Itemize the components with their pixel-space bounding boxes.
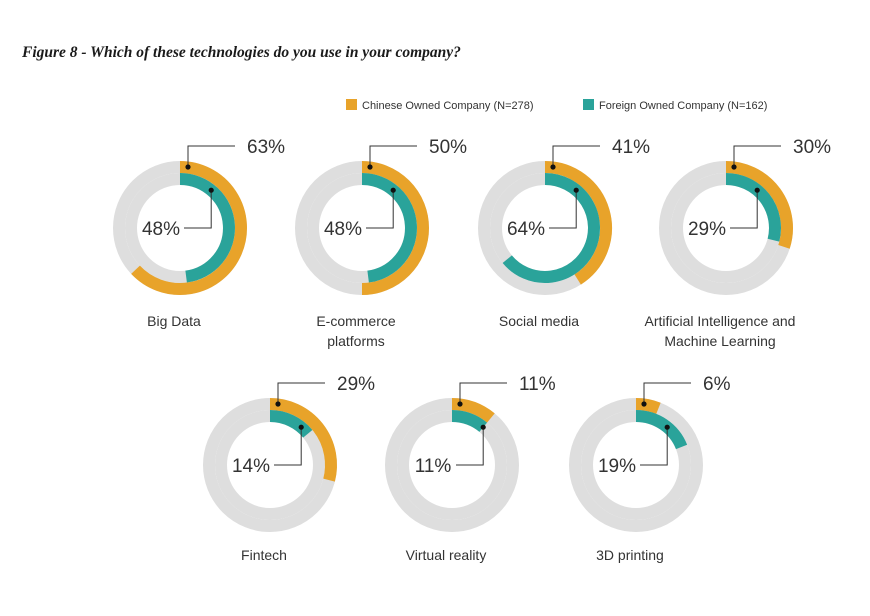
arc-chinese	[725, 161, 793, 249]
leader-chinese	[459, 382, 507, 404]
arc-foreign	[502, 173, 600, 283]
category-label: 3D printing	[596, 547, 664, 563]
leader-chinese	[552, 145, 600, 167]
category-label: Big Data	[147, 313, 201, 329]
dot-chinese	[275, 401, 281, 407]
leader-chinese	[733, 145, 781, 167]
leader-foreign	[549, 190, 577, 229]
category-label: Virtual reality	[406, 547, 487, 563]
arc-foreign	[451, 410, 488, 433]
category-label-line: Big Data	[147, 313, 201, 329]
leader-foreign	[730, 190, 758, 229]
category-label: Fintech	[241, 547, 287, 563]
arc-chinese	[635, 397, 661, 414]
value-label-chinese: 6%	[703, 374, 731, 395]
leader-foreign	[456, 427, 484, 466]
dot-foreign	[298, 424, 304, 430]
leader-foreign	[274, 427, 302, 466]
dot-chinese	[185, 164, 191, 170]
donut-0: 63% 48% Big Data	[113, 137, 285, 329]
category-label-line: Social media	[499, 313, 579, 329]
leader-chinese	[369, 145, 417, 167]
dot-foreign	[480, 424, 486, 430]
track-outer	[385, 398, 519, 532]
arc-foreign	[635, 410, 688, 450]
value-label-chinese: 50%	[429, 137, 467, 158]
value-label-foreign: 14%	[232, 456, 270, 477]
dot-foreign	[573, 187, 579, 193]
value-label-foreign: 48%	[324, 219, 362, 240]
value-label-foreign: 29%	[688, 219, 726, 240]
leader-foreign	[366, 190, 394, 229]
donut-1: 50% 48% E-commerce platforms	[295, 137, 467, 349]
value-label-chinese: 30%	[793, 137, 831, 158]
value-label-foreign: 11%	[415, 456, 452, 477]
category-label: Artificial Intelligence and Machine Learn…	[645, 313, 796, 349]
arc-foreign	[725, 173, 781, 242]
category-label-line: Fintech	[241, 547, 287, 563]
leader-foreign	[184, 190, 212, 229]
dot-chinese	[641, 401, 647, 407]
dot-chinese	[550, 164, 556, 170]
category-label: Social media	[499, 313, 579, 329]
legend-label-foreign: Foreign Owned Company (N=162)	[599, 100, 767, 112]
category-label-line: 3D printing	[596, 547, 664, 563]
dot-chinese	[367, 164, 373, 170]
donut-6: 6% 19% 3D printing	[569, 374, 731, 563]
arc-chinese	[131, 161, 247, 295]
arc-chinese	[361, 161, 429, 295]
donut-2: 41% 64% Social media	[478, 137, 650, 329]
donuts: 63% 48% Big Data 50% 48% E-commerce platforms 4…	[113, 137, 832, 563]
leader-chinese	[277, 382, 325, 404]
dot-foreign	[754, 187, 760, 193]
value-label-chinese: 63%	[247, 137, 285, 158]
leader-chinese	[643, 382, 691, 404]
chart-title: Figure 8 - Which of these technologies d…	[22, 44, 461, 61]
category-label-line: Virtual reality	[406, 547, 487, 563]
arc-chinese	[269, 398, 337, 482]
value-label-foreign: 48%	[142, 219, 180, 240]
value-label-foreign: 64%	[507, 219, 545, 240]
legend-swatch-foreign	[583, 99, 594, 110]
value-label-chinese: 41%	[612, 137, 650, 158]
category-label: E-commerce platforms	[316, 313, 396, 349]
dot-chinese	[457, 401, 463, 407]
leader-chinese	[187, 145, 235, 167]
dot-chinese	[731, 164, 737, 170]
category-label-line: Artificial Intelligence and	[645, 313, 796, 329]
donut-3: 30% 29% Artificial Intelligence and Machine…	[645, 137, 832, 349]
dot-foreign	[208, 187, 214, 193]
legend-label-chinese: Chinese Owned Company (N=278)	[362, 100, 534, 112]
legend-swatch-chinese	[346, 99, 357, 110]
arc-foreign	[269, 410, 313, 438]
arc-chinese	[544, 161, 612, 285]
category-label-line: platforms	[327, 333, 385, 349]
dot-foreign	[664, 424, 670, 430]
arc-chinese	[451, 398, 495, 423]
value-label-chinese: 29%	[337, 374, 375, 395]
arc-foreign	[361, 173, 417, 283]
category-label-line: Machine Learning	[664, 333, 775, 349]
value-label-chinese: 11%	[519, 374, 556, 395]
legend: Chinese Owned Company (N=278) Foreign Ow…	[346, 99, 767, 112]
donut-5: 11% 11% Virtual reality	[385, 374, 556, 563]
leader-foreign	[640, 427, 668, 466]
donut-4: 29% 14% Fintech	[203, 374, 375, 563]
dot-foreign	[390, 187, 396, 193]
category-label-line: E-commerce	[316, 313, 396, 329]
value-label-foreign: 19%	[598, 456, 636, 477]
arc-foreign	[179, 173, 235, 283]
